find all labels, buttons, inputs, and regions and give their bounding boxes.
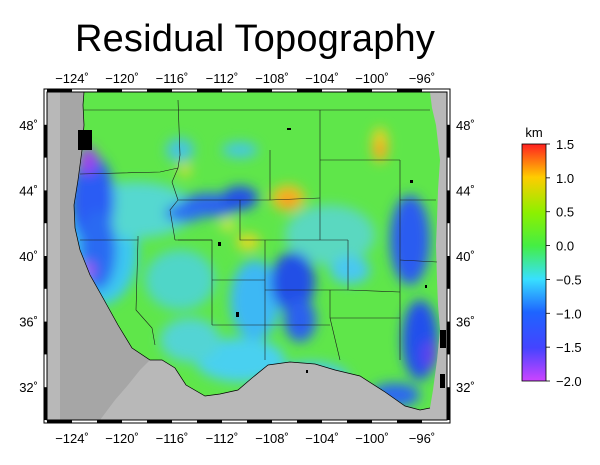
lon-tick-label-top: −100˚ [355,71,389,86]
latitude-labels-left: 48˚ 44˚ 40˚ 36˚ 32˚ [19,118,38,395]
lon-tick-label-top: −116˚ [156,71,189,86]
colorbar-tick-label: 1.0 [556,171,574,186]
lat-tick-label-left: 48˚ [19,118,38,133]
map-frame [43,88,451,424]
lat-tick-label-right: 48˚ [456,118,475,133]
lon-tick-label-top: −96˚ [409,71,435,86]
map-title: Residual Topography [74,18,436,60]
coastline [73,91,431,411]
lon-tick-label-top: −108˚ [255,71,289,86]
lat-tick-label-right: 44˚ [456,183,475,198]
lon-tick-label-top: −120˚ [105,71,139,86]
latitude-labels-right: 48˚ 44˚ 40˚ 36˚ 32˚ [456,118,475,395]
lon-tick-label-bottom: −112˚ [206,431,239,446]
lat-tick-label-left: 36˚ [19,315,38,330]
colorbar-tick-label: −1.5 [556,340,582,355]
colorbar-tick-label: 1.5 [556,137,574,152]
lon-tick-label-bottom: −116˚ [156,431,189,446]
longitude-labels-top: −124˚ −120˚ −116˚ −112˚ −108˚ −104˚ −100˚ −96˚ [55,71,435,86]
lon-tick-label-top: −112˚ [206,71,239,86]
lon-tick-label-bottom: −100˚ [355,431,389,446]
lat-tick-label-left: 40˚ [19,249,38,264]
lon-tick-label-bottom: −104˚ [305,431,339,446]
colorbar-tick-label: −1.0 [556,306,582,321]
lon-tick-label-bottom: −124˚ [55,431,89,446]
lon-tick-label-top: −104˚ [305,71,339,86]
lon-tick-label-bottom: −120˚ [105,431,139,446]
state-borders [79,99,438,361]
lat-tick-label-right: 36˚ [456,315,475,330]
lat-tick-label-left: 44˚ [19,183,38,198]
colorbar-tick-label: 0.0 [556,239,574,254]
colorbar-tick-label: −0.5 [556,272,582,287]
colorbar-unit: km [525,125,542,140]
lon-tick-label-bottom: −96˚ [409,431,435,446]
longitude-labels-bottom: −124˚ −120˚ −116˚ −112˚ −108˚ −104˚ −100˚ −96˚ [55,431,435,446]
colorbar-tick-label: 0.5 [556,205,574,220]
lakes [78,128,446,388]
colorbar-gradient [521,143,547,382]
lat-tick-label-right: 40˚ [456,249,475,264]
lon-tick-label-top: −124˚ [55,71,89,86]
lat-tick-label-left: 32˚ [19,380,38,395]
colorbar-tick-label: −2.0 [556,374,582,389]
colorbar: km 1.5 1.0 0.5 0.0 −0.5 −1.0 −1.5 −2.0 [521,125,582,389]
lon-tick-label-bottom: −108˚ [255,431,289,446]
lat-tick-label-right: 32˚ [456,380,475,395]
